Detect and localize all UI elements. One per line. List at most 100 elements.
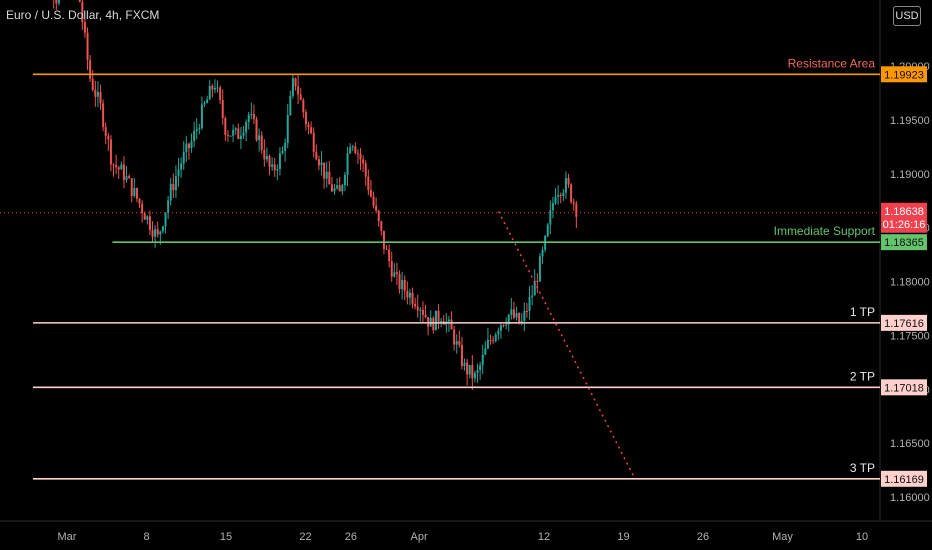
candle-body <box>421 309 424 315</box>
candle-body <box>135 188 138 199</box>
candle-body <box>398 274 401 290</box>
x-tick-label: 8 <box>143 531 149 543</box>
1-tp-price-tag <box>881 314 927 331</box>
candle-body <box>242 132 245 136</box>
candle-body <box>258 135 261 141</box>
candle-body <box>268 155 271 167</box>
candle-body <box>419 309 422 311</box>
candle-body <box>255 119 258 141</box>
candle-body <box>453 329 456 345</box>
y-tick-label: 1.18000 <box>890 277 930 289</box>
candle-body <box>164 212 167 227</box>
x-tick-label: May <box>772 531 793 543</box>
candle-body <box>281 150 284 154</box>
candle-body <box>190 141 193 149</box>
candle-body <box>325 171 328 179</box>
candle-body <box>317 159 320 166</box>
candle-body <box>492 340 495 342</box>
candle-body <box>502 325 505 327</box>
candle-body <box>302 99 305 113</box>
candle-body <box>408 292 411 298</box>
candle-body <box>180 163 183 170</box>
candle-body <box>380 221 383 231</box>
candle-body <box>156 229 159 235</box>
candle-body <box>528 296 531 312</box>
candle-body <box>289 95 292 115</box>
candle-body <box>130 178 133 197</box>
candle-body <box>328 171 331 185</box>
candle-body <box>572 201 575 204</box>
candle-body <box>120 164 123 170</box>
bar-countdown-label: 01:26:16 <box>883 219 926 231</box>
candle-body <box>104 127 107 137</box>
candle-body <box>278 153 281 170</box>
candle-body <box>323 162 326 179</box>
candle-body <box>83 22 86 33</box>
candle-body <box>533 280 536 296</box>
candle-body <box>96 92 99 97</box>
candle-body <box>479 365 482 371</box>
candle-body <box>174 176 177 191</box>
candle-body <box>117 167 120 170</box>
candle-body <box>341 185 344 192</box>
candle-body <box>138 198 141 204</box>
candle-body <box>307 124 310 128</box>
resistance-area-price-label: 1.19923 <box>884 69 924 81</box>
candle-body <box>310 127 313 134</box>
candle-body <box>250 114 253 116</box>
candle-body <box>575 203 578 217</box>
candle-body <box>312 133 315 152</box>
candle-body <box>252 114 255 120</box>
candle-body <box>226 134 229 136</box>
candle-body <box>330 184 333 192</box>
candle-body <box>546 224 549 237</box>
candle-body <box>265 155 268 160</box>
candle-body <box>377 210 380 222</box>
candle-body <box>187 143 190 149</box>
candle-body <box>494 334 497 341</box>
x-tick-label: 19 <box>617 531 629 543</box>
candle-body <box>224 118 227 135</box>
y-tick-label: 1.19000 <box>890 169 930 181</box>
candle-body <box>440 321 443 323</box>
candle-body <box>211 85 214 90</box>
candle-body <box>260 135 263 151</box>
candle-body <box>221 99 224 119</box>
candle-body <box>388 249 391 261</box>
candle-body <box>393 272 396 277</box>
candle-body <box>427 317 430 327</box>
candle-body <box>112 164 115 166</box>
candle-body <box>78 0 81 2</box>
candle-body <box>570 184 573 202</box>
x-tick-label: 26 <box>697 531 709 543</box>
immediate-support-price-tag <box>881 234 927 251</box>
candle-body <box>133 188 136 197</box>
candle-body <box>497 330 500 335</box>
candle-body <box>458 341 461 345</box>
candle-body <box>372 196 375 206</box>
candle-body <box>375 205 378 211</box>
candle-body <box>460 344 463 366</box>
candle-body <box>432 317 435 331</box>
candle-body <box>525 310 528 312</box>
candle-body <box>151 230 154 237</box>
currency-button[interactable]: USD <box>893 6 921 26</box>
candle-body <box>276 169 279 171</box>
candle-body <box>336 185 339 189</box>
candle-body <box>481 354 484 366</box>
candle-body <box>531 295 534 297</box>
candle-body <box>455 341 458 345</box>
candle-body <box>559 194 562 196</box>
x-tick-label: 15 <box>220 531 232 543</box>
candle-body <box>538 256 541 282</box>
x-tick-label: Mar <box>58 531 77 543</box>
candle-body <box>198 128 201 130</box>
1-tp-label: 1 TP <box>850 305 875 319</box>
candle-body <box>515 313 518 318</box>
candle-body <box>91 78 94 90</box>
candle-body <box>411 292 414 304</box>
candles <box>53 0 578 390</box>
candle-body <box>294 78 297 87</box>
candle-body <box>489 339 492 341</box>
